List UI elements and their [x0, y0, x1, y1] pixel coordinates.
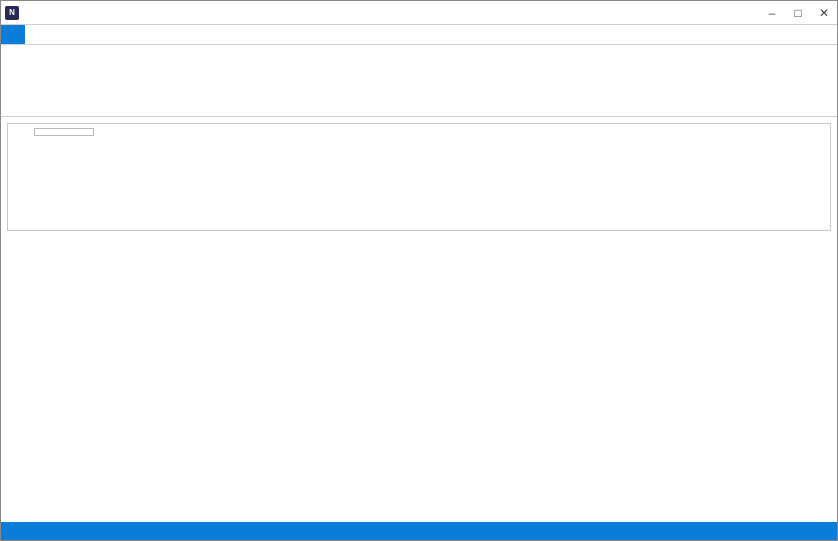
- legend-swatch-send: [69, 131, 83, 133]
- statusbar: [1, 522, 837, 540]
- chart-y-labels: [12, 128, 26, 226]
- legend-swatch-recv: [41, 131, 55, 133]
- content-area: [1, 117, 837, 522]
- legend-send: [69, 131, 87, 133]
- chart-legend: [34, 128, 94, 136]
- minimize-button[interactable]: –: [763, 6, 781, 20]
- close-button[interactable]: ✕: [815, 6, 833, 20]
- ribbon: [1, 45, 837, 117]
- chart-area: [30, 128, 826, 226]
- app-icon: N: [5, 6, 19, 20]
- maximize-button[interactable]: □: [789, 6, 807, 20]
- traffic-chart: [7, 123, 831, 231]
- menubar: [1, 25, 837, 45]
- titlebar: N – □ ✕: [1, 1, 837, 25]
- legend-recv: [41, 131, 59, 133]
- file-tab[interactable]: [1, 25, 25, 44]
- traffic-table-wrap: [3, 237, 835, 522]
- window-controls: – □ ✕: [763, 6, 833, 20]
